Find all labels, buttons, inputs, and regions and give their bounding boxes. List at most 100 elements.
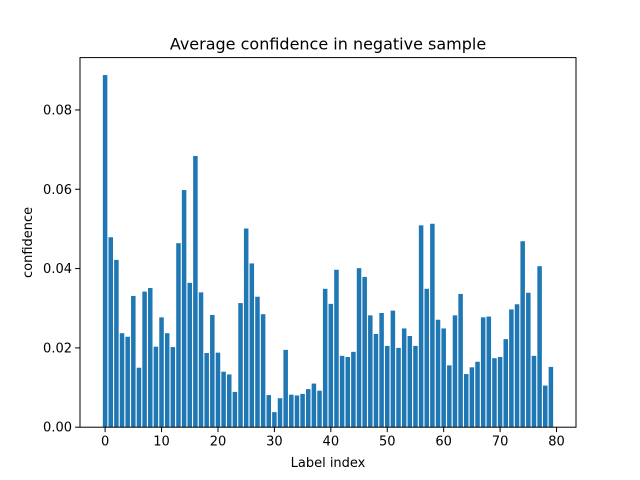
bar-label-7	[142, 291, 147, 428]
bar-label-57	[424, 288, 429, 428]
bar-label-52	[396, 347, 401, 428]
bar-label-2	[114, 259, 119, 428]
bar-label-40	[328, 303, 334, 428]
bar-label-64	[463, 374, 469, 428]
bar-label-0	[102, 75, 108, 428]
x-axis-ticks: 0 10 20 30 40 50 60 70 80	[101, 427, 565, 450]
bar-label-42	[339, 355, 345, 428]
bar-label-18	[204, 353, 209, 428]
bar-label-20	[215, 352, 221, 428]
bar-label-69	[492, 358, 497, 428]
bar-label-34	[294, 395, 300, 428]
bar-label-39	[322, 288, 328, 428]
bar-label-74	[520, 241, 525, 428]
bar-label-68	[486, 316, 492, 428]
y-axis-ticks: 0.00 0.02 0.04 0.06 0.08	[43, 103, 80, 436]
y-tick-label: 0.06	[43, 183, 72, 198]
bar-label-48	[373, 334, 379, 428]
bar-label-14	[181, 190, 187, 428]
bar-label-59	[435, 319, 441, 428]
bar-label-24	[238, 303, 243, 428]
bar-label-78	[542, 385, 548, 428]
bar-label-43	[345, 357, 350, 428]
chart-title: Average confidence in negative sample	[170, 35, 486, 54]
bar-label-37	[311, 383, 317, 428]
bar-label-49	[379, 312, 384, 428]
bar-label-45	[356, 268, 362, 428]
y-tick-label: 0.00	[43, 421, 72, 436]
bar-label-33	[289, 394, 294, 428]
bar-label-8	[148, 288, 153, 428]
bar-label-1	[108, 237, 114, 428]
x-tick-label: 0	[101, 435, 109, 450]
bar-label-15	[187, 282, 192, 428]
x-tick-label: 30	[266, 435, 283, 450]
bar-label-21	[221, 371, 226, 428]
bar-label-53	[401, 328, 407, 428]
bar-label-55	[413, 345, 418, 428]
bar-label-76	[531, 355, 537, 428]
bar-label-10	[159, 317, 164, 428]
bar-label-61	[447, 365, 452, 428]
bar-label-26	[249, 263, 255, 428]
bar-label-67	[480, 317, 486, 428]
bar-label-5	[131, 295, 136, 428]
bar-label-44	[351, 351, 356, 428]
bar-label-31	[277, 398, 283, 428]
bar-label-35	[300, 393, 305, 428]
plot-frame	[79, 57, 577, 428]
x-axis-label: Label index	[291, 456, 366, 471]
bar-label-29	[266, 395, 271, 428]
bar-label-65	[469, 367, 475, 428]
y-tick-label: 0.02	[43, 341, 72, 356]
bar-label-12	[170, 347, 176, 428]
bar-label-23	[232, 391, 238, 428]
bar-label-71	[503, 339, 508, 428]
bar-label-63	[458, 293, 463, 428]
x-tick-label: 80	[548, 435, 565, 450]
bar-label-60	[441, 328, 446, 428]
bar-label-46	[362, 276, 367, 428]
bar-label-13	[176, 243, 181, 428]
bar-label-41	[334, 269, 339, 428]
x-tick-label: 50	[379, 435, 396, 450]
x-tick-label: 60	[435, 435, 452, 450]
bar-label-6	[136, 367, 142, 428]
bar-label-32	[283, 349, 288, 428]
bar-label-77	[537, 266, 542, 428]
bar-label-25	[243, 228, 249, 428]
y-axis-label: confidence	[21, 207, 36, 278]
bar-label-47	[368, 315, 373, 428]
bar-label-27	[255, 296, 260, 428]
bar-label-79	[548, 366, 554, 428]
bar-label-11	[164, 333, 170, 428]
bar-label-38	[317, 390, 322, 428]
bar-label-9	[153, 346, 159, 428]
bar-label-30	[272, 412, 277, 428]
bar-label-28	[260, 314, 266, 428]
bar-label-22	[226, 374, 232, 428]
bar-label-19	[210, 314, 215, 428]
bar-label-56	[418, 225, 424, 428]
x-tick-label: 40	[323, 435, 340, 450]
y-tick-label: 0.04	[43, 262, 72, 277]
bar-label-73	[514, 304, 520, 428]
x-tick-label: 20	[210, 435, 227, 450]
bar-label-3	[119, 333, 125, 428]
bar-label-50	[384, 345, 390, 428]
y-tick-label: 0.08	[43, 103, 72, 118]
bar-label-72	[509, 309, 514, 428]
bar-label-17	[198, 292, 204, 428]
bar-label-16	[193, 155, 198, 428]
x-tick-label: 10	[153, 435, 170, 450]
bar-label-70	[497, 357, 503, 428]
bar-label-36	[305, 389, 311, 428]
bar-label-51	[390, 310, 396, 428]
bar-label-66	[475, 361, 480, 428]
bar-label-58	[430, 223, 435, 428]
bar-label-75	[526, 292, 531, 428]
bar-label-4	[125, 336, 130, 428]
bar-label-54	[407, 335, 413, 428]
bars-group	[102, 75, 554, 428]
